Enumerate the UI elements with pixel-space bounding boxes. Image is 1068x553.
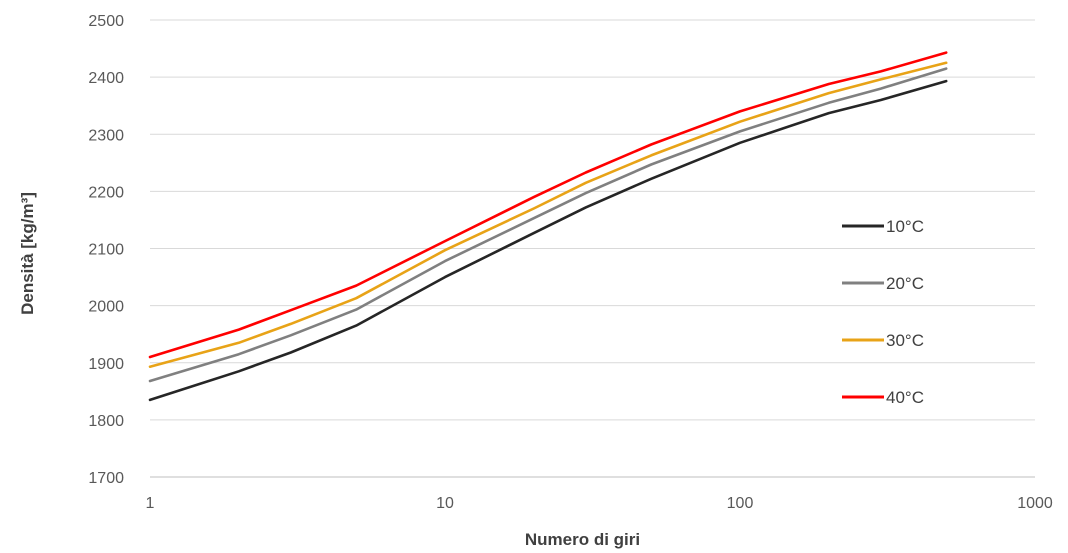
- y-tick-label: 1800: [88, 413, 124, 430]
- x-tick-label: 10: [436, 495, 454, 512]
- x-tick-label: 1000: [1017, 495, 1053, 512]
- y-tick-label: 2500: [88, 13, 124, 30]
- y-tick-label: 2300: [88, 127, 124, 144]
- y-axis-title: Densità [kg/m³]: [18, 192, 37, 315]
- legend-label: 40°C: [886, 388, 924, 407]
- legend-label: 10°C: [886, 217, 924, 236]
- x-tick-label: 100: [727, 495, 754, 512]
- legend-label: 30°C: [886, 331, 924, 350]
- series-line: [148, 61, 948, 369]
- y-tick-label: 2400: [88, 70, 124, 87]
- series-lines: [148, 51, 948, 402]
- series-line: [148, 51, 948, 359]
- series-line: [148, 67, 948, 383]
- x-tick-label: 1: [146, 495, 155, 512]
- y-tick-label: 2200: [88, 184, 124, 201]
- y-tick-label: 1900: [88, 356, 124, 373]
- y-tick-label: 2000: [88, 299, 124, 316]
- x-axis-ticks: 1 10 100 1000: [146, 495, 1053, 512]
- x-axis-title: Numero di giri: [525, 530, 640, 549]
- series-line: [148, 79, 948, 402]
- y-tick-label: 2100: [88, 242, 124, 259]
- y-axis-ticks: 1700 1800 1900 2000 2100 2200 2300 2400 2500: [88, 13, 124, 487]
- y-tick-label: 1700: [88, 470, 124, 487]
- legend-label: 20°C: [886, 274, 924, 293]
- legend: 10°C 20°C 30°C 40°C: [842, 217, 924, 407]
